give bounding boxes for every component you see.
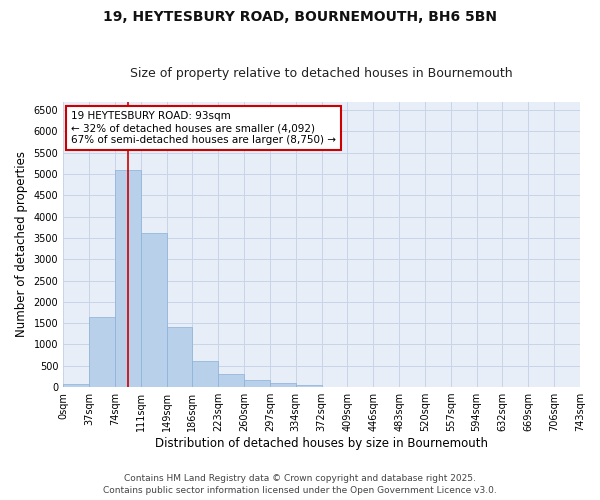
- Bar: [218, 374, 244, 387]
- Y-axis label: Number of detached properties: Number of detached properties: [15, 152, 28, 338]
- Bar: [167, 326, 193, 387]
- Bar: [244, 380, 270, 387]
- Bar: [193, 360, 218, 387]
- Bar: [140, 233, 167, 387]
- Title: Size of property relative to detached houses in Bournemouth: Size of property relative to detached ho…: [130, 66, 513, 80]
- Bar: [63, 384, 89, 387]
- Text: Contains HM Land Registry data © Crown copyright and database right 2025.
Contai: Contains HM Land Registry data © Crown c…: [103, 474, 497, 495]
- Text: 19, HEYTESBURY ROAD, BOURNEMOUTH, BH6 5BN: 19, HEYTESBURY ROAD, BOURNEMOUTH, BH6 5B…: [103, 10, 497, 24]
- Bar: [296, 384, 322, 387]
- Bar: [89, 317, 115, 387]
- Text: 19 HEYTESBURY ROAD: 93sqm
← 32% of detached houses are smaller (4,092)
67% of se: 19 HEYTESBURY ROAD: 93sqm ← 32% of detac…: [71, 112, 336, 144]
- Bar: [115, 170, 140, 387]
- X-axis label: Distribution of detached houses by size in Bournemouth: Distribution of detached houses by size …: [155, 437, 488, 450]
- Bar: [270, 383, 296, 387]
